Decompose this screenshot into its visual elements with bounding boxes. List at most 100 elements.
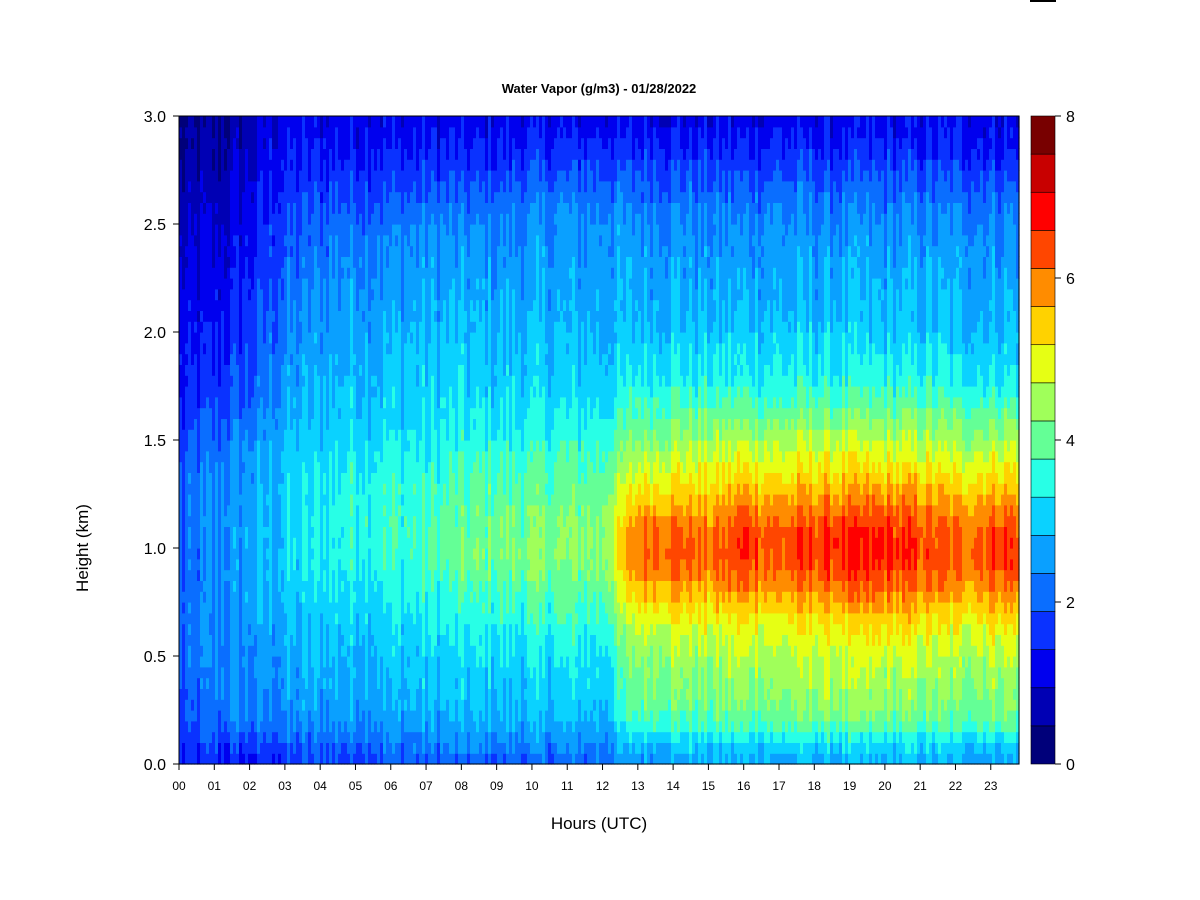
heatmap-cell <box>212 494 216 506</box>
heatmap-cell <box>215 418 219 430</box>
heatmap-cell <box>263 202 267 214</box>
heatmap-cell <box>233 245 237 257</box>
heatmap-cell <box>239 699 243 711</box>
heatmap-cell <box>215 461 219 473</box>
heatmap-cell <box>242 720 246 733</box>
heatmap-cell <box>230 429 234 441</box>
heatmap-cell <box>206 461 210 473</box>
heatmap-cell <box>251 558 255 571</box>
heatmap-cell <box>230 137 234 149</box>
heatmap-cell <box>239 461 243 473</box>
heatmap-cell <box>239 623 243 635</box>
heatmap-cell <box>191 407 195 419</box>
heatmap-cell <box>230 526 234 538</box>
heatmap-cell <box>257 191 261 203</box>
heatmap-cell <box>260 742 264 754</box>
heatmap-cell <box>242 407 246 419</box>
heatmap-cell <box>236 623 240 635</box>
heatmap-cell <box>212 332 216 344</box>
heatmap-cell <box>254 710 258 722</box>
heatmap-cell <box>254 753 258 765</box>
heatmap-cell <box>200 731 204 743</box>
heatmap-cell <box>212 137 216 149</box>
heatmap-cell <box>191 548 195 560</box>
heatmap-cell <box>185 386 189 398</box>
heatmap-cell <box>179 580 183 592</box>
heatmap-cell <box>224 720 228 733</box>
heatmap-cell <box>248 623 252 635</box>
heatmap-cell <box>227 548 231 560</box>
heatmap-cell <box>209 450 213 463</box>
heatmap-cell <box>182 170 186 182</box>
heatmap-cell <box>257 537 261 549</box>
heatmap-cell <box>236 558 240 571</box>
heatmap-cell <box>266 213 270 225</box>
heatmap-cell <box>194 526 198 538</box>
heatmap-cell <box>197 623 201 635</box>
heatmap-cell <box>206 688 210 700</box>
heatmap-cell <box>257 375 261 387</box>
heatmap-cell <box>248 310 252 322</box>
heatmap-cell <box>221 288 225 301</box>
heatmap-cell <box>221 137 225 149</box>
heatmap-cell <box>209 548 213 560</box>
heatmap-cell <box>221 332 225 344</box>
heatmap-cell <box>215 526 219 538</box>
heatmap-cell <box>254 472 258 484</box>
heatmap-cell <box>263 677 267 689</box>
heatmap-cell <box>242 656 246 668</box>
heatmap-cell <box>215 558 219 571</box>
heatmap-cell <box>245 159 249 171</box>
heatmap-cell <box>230 353 234 365</box>
heatmap-cell <box>263 407 267 419</box>
heatmap-cell <box>269 353 273 365</box>
heatmap-cell <box>206 148 210 160</box>
heatmap-cell <box>206 483 210 495</box>
heatmap-cell <box>218 461 222 473</box>
heatmap-cell <box>242 483 246 495</box>
heatmap-cell <box>239 742 243 754</box>
heatmap-cell <box>263 278 267 290</box>
heatmap-cell <box>236 224 240 236</box>
heatmap-cell <box>269 753 273 765</box>
heatmap-cell <box>242 148 246 160</box>
heatmap-cell <box>272 342 276 355</box>
heatmap-cell <box>218 364 222 376</box>
heatmap-cell <box>239 170 243 182</box>
heatmap-cell <box>185 591 189 603</box>
heatmap-cell <box>254 407 258 419</box>
heatmap-cell <box>209 332 213 344</box>
heatmap-cell <box>200 299 204 311</box>
heatmap-cell <box>221 569 225 581</box>
heatmap-cell <box>251 116 255 128</box>
heatmap-cell <box>245 332 249 344</box>
heatmap-cell <box>188 688 192 700</box>
heatmap-cell <box>215 515 219 527</box>
heatmap-cell <box>215 591 219 603</box>
heatmap-cell <box>248 418 252 430</box>
heatmap-cell <box>221 483 225 495</box>
heatmap-cell <box>236 731 240 743</box>
heatmap-cell <box>263 742 267 754</box>
heatmap-cell <box>239 526 243 538</box>
heatmap-cell <box>185 742 189 754</box>
heatmap-cell <box>245 656 249 668</box>
heatmap-cell <box>248 558 252 571</box>
heatmap-cell <box>260 170 264 182</box>
heatmap-cell <box>254 634 258 646</box>
heatmap-cell <box>206 234 210 247</box>
heatmap-cell <box>272 634 276 646</box>
heatmap-cell <box>266 267 270 279</box>
heatmap-cell <box>263 450 267 463</box>
heatmap-cell <box>197 440 201 452</box>
heatmap-cell <box>248 396 252 409</box>
heatmap-cell <box>254 731 258 743</box>
heatmap-cell <box>194 116 198 128</box>
heatmap-cell <box>266 234 270 247</box>
heatmap-cell <box>263 645 267 657</box>
heatmap-cell <box>266 386 270 398</box>
heatmap-cell <box>203 375 207 387</box>
heatmap-cell <box>260 429 264 441</box>
heatmap-cell <box>200 321 204 333</box>
heatmap-cell <box>200 677 204 689</box>
